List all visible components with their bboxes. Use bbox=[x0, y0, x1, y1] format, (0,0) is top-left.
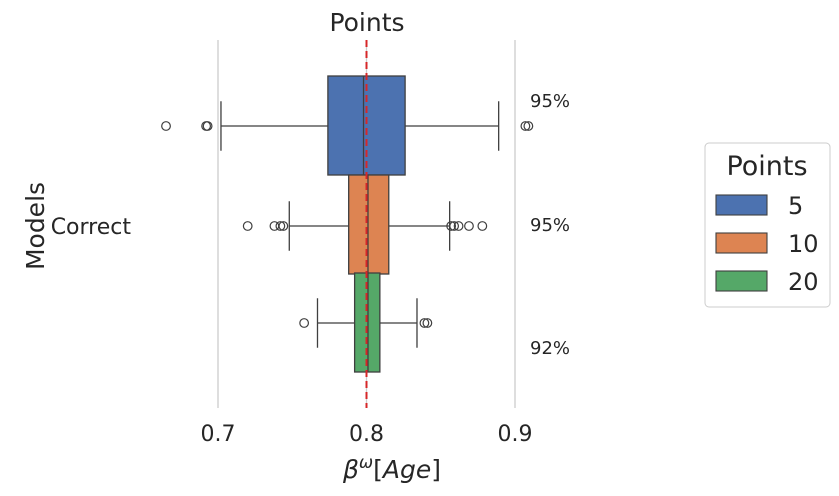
y-axis-label: Models bbox=[21, 182, 50, 270]
box-10 bbox=[242, 174, 488, 275]
legend-entries: 5 10 20 bbox=[715, 192, 819, 296]
outlier-point bbox=[278, 221, 289, 231]
x-tick-labels: 0.7 0.8 0.9 bbox=[201, 422, 533, 447]
legend-label-20: 20 bbox=[788, 268, 819, 296]
coverage-label-20: 92% bbox=[530, 338, 570, 359]
x-axis-label: βω[Age] bbox=[342, 453, 441, 484]
coverage-label-5: 95% bbox=[530, 91, 570, 112]
outlier-point bbox=[453, 221, 464, 231]
outlier-point bbox=[242, 221, 253, 231]
outlier-point bbox=[419, 318, 430, 328]
legend-label-5: 5 bbox=[788, 192, 803, 220]
legend-swatch-10 bbox=[715, 232, 768, 254]
box-iqr bbox=[353, 272, 381, 373]
box-20 bbox=[299, 272, 433, 373]
outlier-point bbox=[520, 121, 531, 131]
outlier-point bbox=[202, 121, 213, 131]
outlier-point bbox=[161, 121, 171, 131]
category-label: Correct bbox=[51, 215, 132, 240]
coverage-label-10: 95% bbox=[530, 215, 570, 236]
outlier-point bbox=[422, 318, 433, 328]
x-tick-label: 0.7 bbox=[201, 422, 236, 447]
x-tick-label: 0.8 bbox=[349, 422, 384, 447]
outlier-point bbox=[275, 221, 286, 231]
legend: Points 5 10 20 bbox=[704, 142, 831, 308]
box-iqr bbox=[348, 174, 390, 275]
legend-swatch-5 bbox=[715, 194, 768, 216]
outlier-point bbox=[477, 221, 488, 231]
legend-title: Points bbox=[726, 151, 807, 182]
legend-label-10: 10 bbox=[788, 230, 819, 258]
outlier-point bbox=[299, 318, 310, 328]
coverage-labels: 95% 95% 92% bbox=[530, 91, 570, 359]
outlier-point bbox=[464, 221, 474, 231]
x-tick-label: 0.9 bbox=[498, 422, 533, 447]
legend-frame bbox=[704, 142, 831, 308]
chart-title: Points bbox=[329, 8, 404, 37]
legend-swatch-20 bbox=[715, 270, 768, 292]
outlier-point bbox=[449, 221, 460, 231]
outlier-point bbox=[446, 221, 457, 231]
outlier-point bbox=[523, 121, 534, 131]
